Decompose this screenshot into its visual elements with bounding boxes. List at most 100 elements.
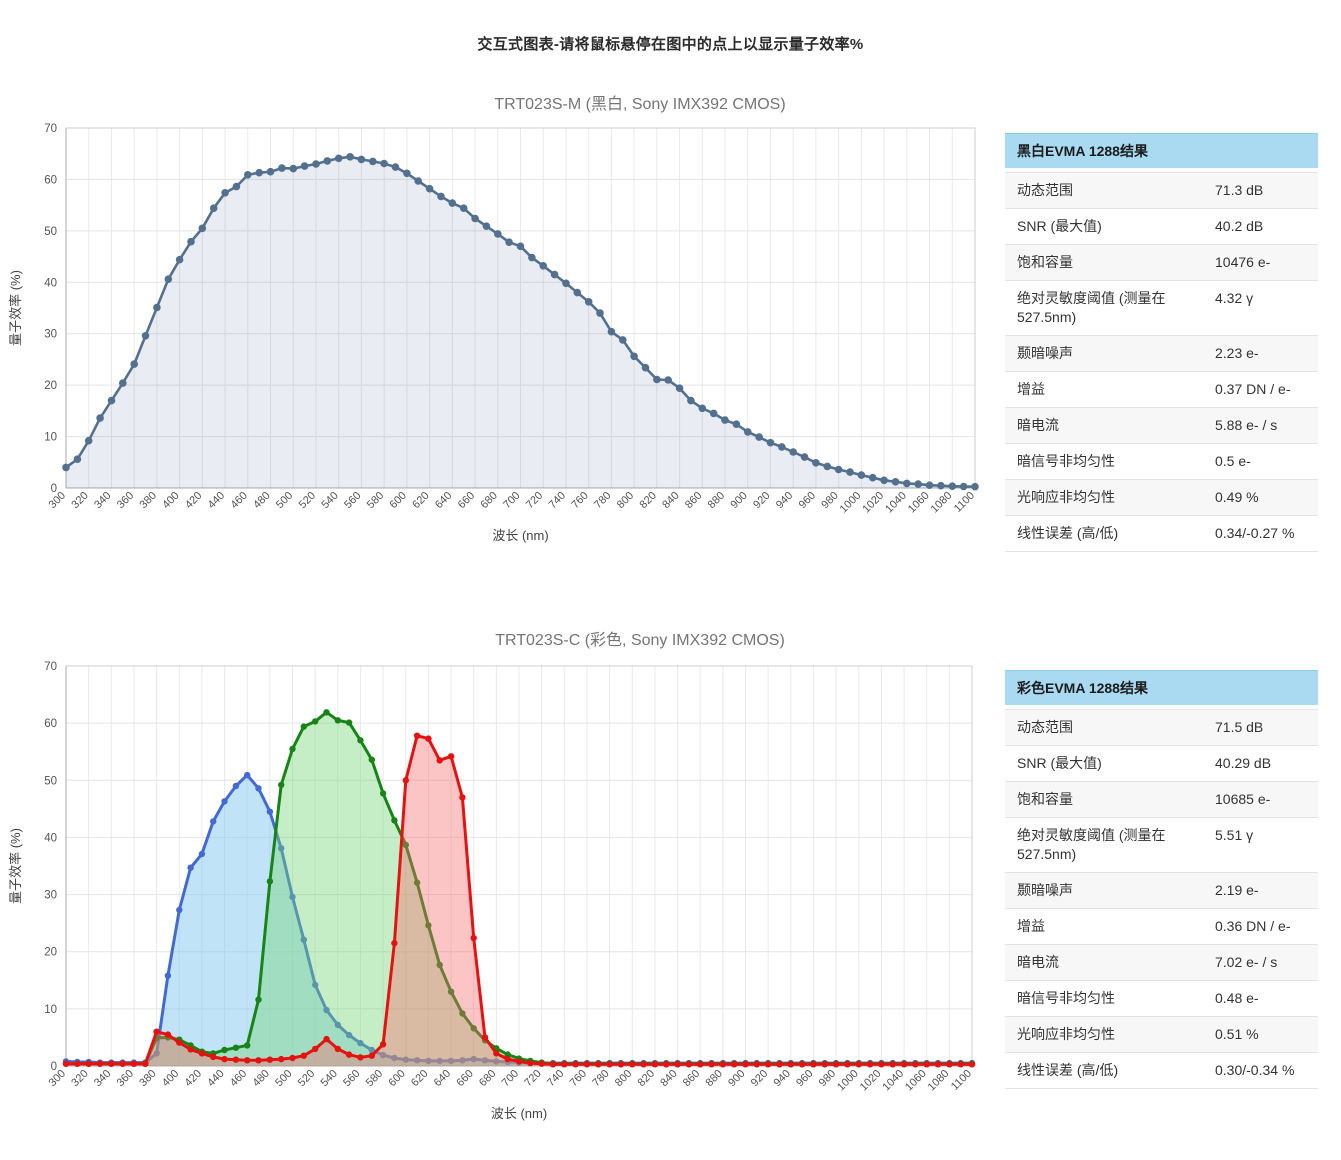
red-channel-qe-series[interactable] (62, 732, 976, 1068)
svg-text:10: 10 (44, 432, 57, 444)
row-value: 10476 e- (1215, 254, 1271, 270)
red-channel-qe-point (934, 1061, 942, 1068)
blue-channel-qe-point (221, 798, 228, 805)
mono-qe-series[interactable] (62, 153, 979, 491)
blue-channel-qe-point (278, 845, 285, 852)
green-channel-qe-point (447, 988, 455, 995)
svg-text:440: 440 (205, 1068, 226, 1089)
row-label: SNR (最大值) (1017, 755, 1102, 771)
svg-text:640: 640 (432, 1068, 453, 1089)
mono-qe-point (130, 360, 138, 368)
row-value: 71.3 dB (1215, 182, 1264, 198)
svg-text:340: 340 (92, 490, 113, 511)
svg-text:420: 420 (183, 1068, 204, 1089)
red-channel-qe-point (504, 1055, 511, 1063)
svg-text:600: 600 (388, 490, 409, 511)
mono-qe-point (834, 465, 843, 474)
svg-text:460: 460 (228, 490, 249, 511)
row-value: 7.02 e- / s (1215, 954, 1278, 970)
svg-text:780: 780 (592, 490, 613, 511)
svg-text:1000: 1000 (838, 490, 864, 516)
red-channel-qe-point (323, 1035, 330, 1043)
red-channel-qe-point (96, 1060, 104, 1067)
svg-text:940: 940 (771, 1068, 792, 1089)
mono-qe-point (391, 163, 400, 171)
row-label: SNR (最大值) (1017, 218, 1102, 234)
svg-text:880: 880 (704, 1068, 725, 1089)
svg-text:30: 30 (44, 890, 57, 902)
svg-text:60: 60 (44, 174, 57, 186)
mono-qe-point (84, 436, 93, 445)
blue-channel-qe-point (300, 936, 307, 943)
blue-channel-qe-point (334, 1021, 341, 1029)
svg-text:740: 740 (547, 490, 568, 511)
red-channel-qe-point (368, 1052, 375, 1059)
green-channel-qe-point (323, 709, 330, 716)
table-row: 饱和容量 10685 e- (1005, 781, 1318, 817)
mono-qe-point (925, 481, 934, 490)
table-row: 暗信号非均匀性 0.5 e- (1005, 443, 1318, 479)
svg-text:10: 10 (44, 1004, 57, 1016)
red-channel-qe-point (108, 1060, 115, 1067)
svg-text:760: 760 (568, 1068, 589, 1089)
red-channel-qe-point (595, 1061, 602, 1068)
table-row: 动态范围 71.3 dB (1005, 172, 1318, 208)
mono-qe-point (698, 404, 707, 413)
svg-text:580: 580 (364, 1068, 385, 1089)
mono-qe-point (198, 224, 207, 233)
mono-qe-point (141, 332, 150, 340)
svg-text:720: 720 (524, 490, 545, 511)
mono-qe-point (812, 459, 820, 467)
mono-qe-point (414, 177, 423, 185)
red-channel-qe-point (130, 1060, 138, 1067)
mono-qe-point (516, 242, 525, 251)
svg-text:380: 380 (138, 490, 159, 511)
blue-channel-qe-point (232, 782, 240, 790)
red-channel-qe-point (810, 1061, 817, 1068)
red-channel-qe-point (515, 1058, 523, 1065)
blue-channel-qe-point (153, 1050, 160, 1057)
mono-qe-point (823, 462, 832, 471)
red-channel-qe-point (278, 1055, 285, 1063)
red-channel-qe-point (663, 1061, 670, 1068)
row-value: 40.2 dB (1215, 218, 1264, 234)
axes (65, 128, 975, 489)
red-channel-qe-point (198, 1050, 206, 1057)
mono-qe-point (107, 396, 116, 405)
row-value: 10685 e- (1215, 791, 1271, 807)
row-label: 颞暗噪声 (1017, 345, 1073, 361)
red-channel-qe-point (923, 1061, 930, 1068)
mono-qe-point (528, 253, 536, 262)
mono-qe-point (73, 455, 82, 464)
mono-qe-point (175, 255, 184, 264)
blue-channel-qe-point (312, 981, 319, 989)
row-label: 动态范围 (1017, 182, 1073, 198)
green-channel-qe-point (413, 879, 421, 886)
blue-channel-qe-point (413, 1057, 421, 1064)
mono-qe-point (437, 192, 445, 201)
mono-qe-point (573, 288, 582, 297)
mono-qe-point (255, 168, 263, 177)
green-channel-qe-point (368, 756, 375, 763)
svg-text:520: 520 (296, 1068, 317, 1089)
red-channel-qe-point (289, 1054, 296, 1062)
mono-qe-point (403, 169, 411, 178)
mono-qe-point (209, 204, 218, 212)
red-channel-qe-point (62, 1060, 70, 1067)
mono-qe-point (380, 159, 388, 168)
row-label: 暗电流 (1017, 954, 1059, 970)
blue-channel-qe-point (255, 785, 262, 792)
red-channel-qe-point (764, 1061, 772, 1068)
svg-text:1020: 1020 (860, 490, 886, 516)
svg-text:420: 420 (183, 490, 204, 511)
red-channel-qe-point (787, 1061, 794, 1068)
row-label: 光响应非均匀性 (1017, 489, 1115, 505)
svg-text:620: 620 (410, 490, 431, 511)
svg-text:660: 660 (454, 1068, 475, 1089)
svg-text:380: 380 (137, 1068, 158, 1089)
row-value: 5.51 γ (1215, 827, 1254, 843)
mono-table-rows: 动态范围 71.3 dB SNR (最大值) 40.2 dB 饱和容量 10476 e- 绝… (1005, 172, 1318, 552)
red-channel-qe-point (176, 1039, 183, 1046)
